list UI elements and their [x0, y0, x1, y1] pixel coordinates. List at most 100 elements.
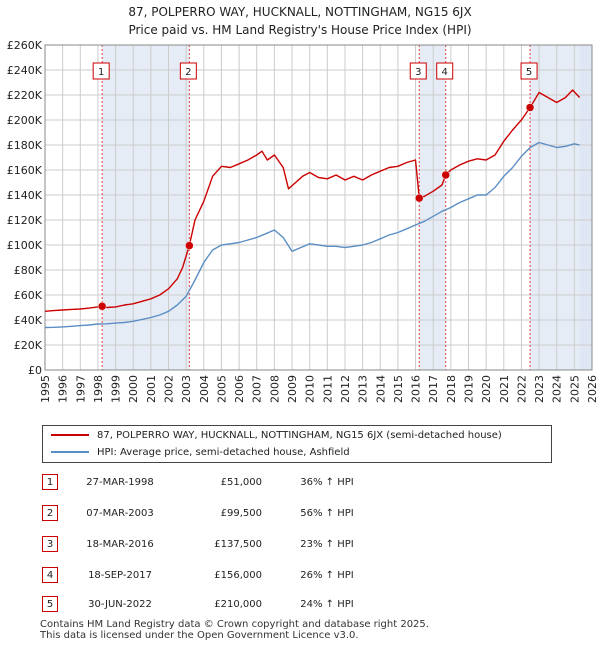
sale-label-number: 1	[98, 67, 104, 78]
x-tick-label: 2018	[445, 375, 458, 403]
sale-marker-badge: 1	[42, 474, 58, 490]
x-tick-label: 2002	[163, 375, 176, 403]
sale-point	[441, 170, 450, 180]
y-tick-label: £20K	[14, 339, 43, 352]
sale-point	[415, 193, 424, 203]
sale-point	[97, 302, 107, 311]
sale-label-box	[436, 62, 454, 80]
sale-label-box	[409, 62, 427, 80]
plot-frame	[44, 44, 593, 371]
x-tick-label: 1998	[92, 375, 105, 403]
sale-hpi-change: 24% ↑ HPI	[300, 599, 354, 610]
y-tick-label: £60K	[14, 289, 43, 302]
footer-line-1: Contains HM Land Registry data © Crown c…	[40, 619, 429, 630]
sale-marker-badge: 4	[42, 567, 58, 583]
y-tick-label: £160K	[7, 164, 43, 177]
x-tick-label: 2010	[304, 375, 317, 403]
sale-hpi-change: 26% ↑ HPI	[300, 570, 354, 581]
y-tick-label: £200K	[7, 114, 43, 127]
x-tick-label: 2014	[374, 375, 387, 403]
footer-notice: Contains HM Land Registry data © Crown c…	[40, 619, 429, 641]
legend: 87, POLPERRO WAY, HUCKNALL, NOTTINGHAM, …	[42, 425, 552, 463]
legend-swatch-hpi	[51, 451, 89, 453]
legend-swatch-property	[51, 434, 89, 436]
sale-date: 18-SEP-2017	[88, 570, 152, 581]
x-tick-label: 2025	[568, 375, 581, 403]
sale-date: 07-MAR-2003	[86, 508, 154, 519]
y-tick-label: £40K	[14, 314, 43, 327]
x-tick-label: 2016	[410, 375, 423, 403]
x-tick-label: 2007	[251, 375, 264, 403]
x-tick-label: 2013	[357, 375, 370, 403]
x-tick-label: 2011	[321, 375, 334, 403]
sale-label-number: 4	[442, 67, 448, 78]
y-tick-label: £260K	[7, 39, 43, 52]
x-tick-label: 2003	[180, 375, 193, 403]
y-tick-label: £180K	[7, 139, 43, 152]
legend-label-hpi: HPI: Average price, semi-detached house,…	[97, 447, 350, 458]
legend-item-property: 87, POLPERRO WAY, HUCKNALL, NOTTINGHAM, …	[51, 428, 502, 444]
sale-hpi-change: 56% ↑ HPI	[300, 508, 354, 519]
y-tick-label: £240K	[7, 64, 43, 77]
y-tick-label: £220K	[7, 89, 43, 102]
x-tick-label: 1996	[57, 375, 70, 403]
x-tick-label: 2023	[533, 375, 546, 403]
x-tick-label: 2001	[145, 375, 158, 403]
x-tick-label: 2008	[268, 375, 281, 403]
x-tick-label: 2004	[198, 375, 211, 403]
sale-label-box	[179, 62, 197, 80]
x-tick-label: 1999	[110, 375, 123, 403]
sale-label-number: 2	[185, 67, 191, 78]
title-line-2: Price paid vs. HM Land Registry's House …	[128, 23, 472, 37]
x-tick-label: 2005	[215, 375, 228, 403]
x-tick-label: 2022	[515, 375, 528, 403]
sale-date: 30-JUN-2022	[88, 599, 152, 610]
legend-label-property: 87, POLPERRO WAY, HUCKNALL, NOTTINGHAM, …	[97, 430, 502, 441]
x-tick-label: 1997	[74, 375, 87, 403]
sale-hpi-change: 36% ↑ HPI	[300, 477, 354, 488]
sale-price: £137,500	[214, 539, 262, 550]
y-tick-label: £80K	[14, 264, 43, 277]
sale-price: £210,000	[214, 599, 262, 610]
x-tick-label: 2015	[392, 375, 405, 403]
sale-label-box	[520, 62, 538, 80]
sale-marker-badge: 3	[42, 536, 58, 552]
sale-date: 27-MAR-1998	[86, 477, 154, 488]
sale-point	[525, 103, 535, 112]
x-tick-label: 2017	[427, 375, 440, 403]
sale-label-box	[92, 62, 110, 80]
y-tick-label: £100K	[7, 239, 43, 252]
x-tick-label: 2000	[127, 375, 140, 403]
x-tick-label: 2020	[480, 375, 493, 403]
property-price-line	[44, 89, 581, 312]
x-tick-label: 2026	[586, 375, 599, 403]
x-tick-label: 2019	[462, 375, 475, 403]
y-tick-label: £140K	[7, 189, 43, 202]
hpi-line	[44, 141, 580, 329]
price-chart: £0 £20K £40K £60K £80K £100K £120K £140K £160K £1…	[7, 39, 599, 403]
shaded-period	[579, 45, 592, 370]
x-tick-label: 2009	[286, 375, 299, 403]
sale-point	[185, 241, 194, 250]
y-tick-label: £0	[28, 364, 42, 377]
shaded-period	[102, 45, 190, 370]
sale-marker-badge: 2	[42, 505, 58, 521]
sale-label-number: 3	[415, 67, 421, 78]
chart-title: 87, POLPERRO WAY, HUCKNALL, NOTTINGHAM, …	[0, 3, 600, 39]
shaded-period	[419, 45, 446, 370]
x-tick-label: 2021	[498, 375, 511, 403]
y-tick-label: £120K	[7, 214, 43, 227]
legend-item-hpi: HPI: Average price, semi-detached house,…	[51, 445, 350, 461]
sale-marker-badge: 5	[42, 596, 58, 612]
x-tick-label: 2006	[233, 375, 246, 403]
sale-label-number: 5	[526, 67, 532, 78]
x-tick-label: 2012	[339, 375, 352, 403]
x-tick-label: 1995	[39, 375, 52, 403]
x-tick-label: 2024	[551, 375, 564, 403]
sale-price: £156,000	[214, 570, 262, 581]
sale-price: £99,500	[220, 508, 262, 519]
sale-price: £51,000	[220, 477, 262, 488]
title-line-1: 87, POLPERRO WAY, HUCKNALL, NOTTINGHAM, …	[128, 5, 472, 19]
sale-hpi-change: 23% ↑ HPI	[300, 539, 354, 550]
sale-date: 18-MAR-2016	[86, 539, 154, 550]
